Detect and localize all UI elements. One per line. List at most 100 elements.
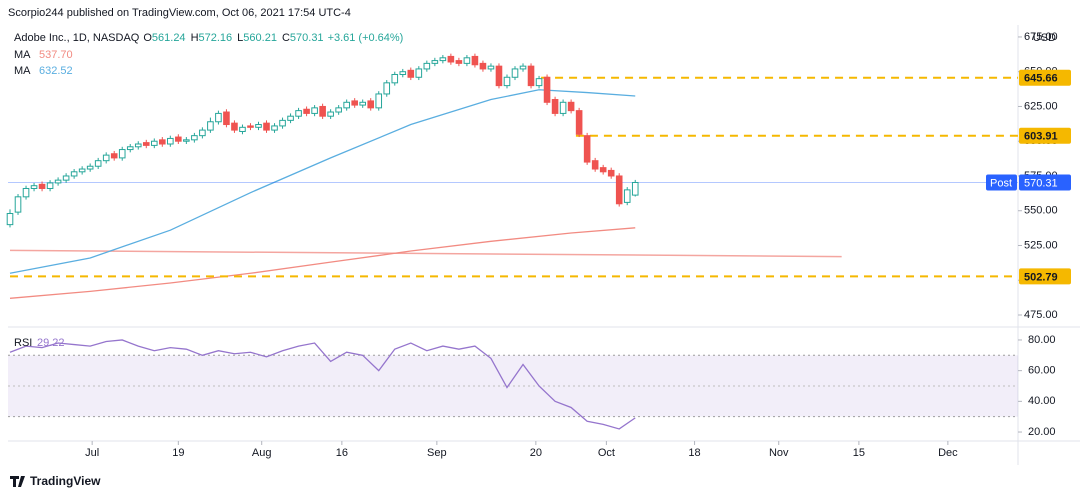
candle-body: [535, 78, 543, 87]
ohlc-label: H: [191, 32, 199, 44]
candle-body: [86, 165, 94, 170]
candle-body: [303, 108, 310, 114]
ohlc-label: L: [237, 32, 243, 44]
candle-body: [327, 111, 334, 117]
candle-body: [287, 115, 294, 121]
footer: TradingView: [30, 474, 101, 488]
candle-body: [215, 112, 222, 123]
candle-body: [191, 135, 198, 141]
ohlc-value: 570.31: [290, 32, 324, 44]
candle-body: [78, 168, 86, 173]
ohlc-value: 560.21: [243, 32, 277, 44]
x-tick-label: Oct: [598, 447, 615, 459]
x-tick-label: 20: [530, 447, 542, 459]
candle-body: [351, 100, 358, 106]
last-price-name-box: [986, 174, 1017, 191]
candle-body: [70, 171, 78, 177]
candle-body: [295, 110, 302, 117]
x-tick-label: 18: [688, 447, 700, 459]
candle-body: [46, 182, 54, 189]
rsi-line: [9, 339, 636, 430]
level-label-box: [1019, 268, 1071, 285]
candle-body: [38, 183, 46, 189]
candle-body: [455, 60, 463, 64]
moving-average: [9, 89, 636, 274]
change: +3.61: [328, 32, 356, 44]
rsi-tick-label: 60.00: [1028, 365, 1056, 377]
x-tick-label: 19: [172, 447, 184, 459]
change-pct: (+0.64%): [358, 32, 403, 44]
candle-body: [199, 129, 206, 137]
candle-body: [479, 62, 487, 70]
candle-body: [263, 122, 270, 131]
candle-body: [207, 121, 214, 131]
y-tick-label: 525.00: [1024, 239, 1058, 251]
candle-body: [102, 154, 110, 162]
level-label: 645.66: [1024, 73, 1058, 85]
candle-body: [439, 57, 447, 62]
candle-body: [423, 62, 431, 70]
x-tick-label: Aug: [252, 447, 272, 459]
level-label: 603.91: [1024, 131, 1058, 143]
candle-body: [511, 68, 519, 78]
candle-body: [471, 55, 479, 66]
y-tick-label: 675.00: [1024, 31, 1058, 43]
header: Scorpio244 published on TradingView.com,…: [8, 7, 351, 19]
ohlc-value: 561.24: [152, 32, 186, 44]
candle-body: [575, 110, 583, 135]
candle-body: [399, 71, 407, 75]
candle-body: [495, 65, 503, 87]
candle-body: [231, 122, 238, 131]
y-tick-label: 475.00: [1024, 309, 1058, 321]
tradingview-logo: [10, 476, 25, 487]
x-tick-label: Nov: [769, 447, 789, 459]
candle-body: [527, 65, 535, 87]
x-tick-label: Dec: [938, 447, 958, 459]
legend: Adobe Inc., 1D, NASDAQ O561.24 H572.16 L560…: [14, 32, 403, 44]
candle-body: [150, 140, 158, 146]
candle-body: [367, 100, 375, 109]
candle-body: [6, 213, 14, 226]
candle-body: [126, 146, 134, 151]
candle-body: [567, 101, 575, 112]
rsi-tick-label: 40.00: [1028, 395, 1056, 407]
ma-name: MA: [14, 49, 31, 61]
level-label-box: [1019, 127, 1071, 144]
candle-body: [503, 76, 511, 87]
x-tick-label: Jul: [85, 447, 99, 459]
candle-body: [62, 175, 70, 181]
candle-body: [343, 101, 350, 109]
candle-body: [22, 187, 30, 198]
candle-body: [383, 82, 391, 95]
moving-average: [9, 227, 636, 299]
last-price-box: [1019, 174, 1071, 191]
candle-body: [94, 160, 102, 167]
candle-body: [615, 175, 623, 205]
candle-body: [175, 136, 182, 142]
candle-body: [14, 196, 22, 213]
candle-body: [599, 167, 607, 173]
candle-body: [142, 142, 150, 146]
candle-body: [183, 139, 190, 142]
ohlc-label: C: [282, 32, 290, 44]
candle-body: [134, 143, 142, 148]
trend-line: [9, 249, 842, 258]
x-tick-label: 15: [853, 447, 865, 459]
last-price-label: 570.31: [1024, 177, 1058, 189]
candle-body: [118, 149, 126, 159]
ohlc-value: 572.16: [199, 32, 233, 44]
candle-body: [583, 135, 591, 163]
candle-body: [559, 101, 567, 114]
rsi-tick-label: 20.00: [1028, 426, 1056, 438]
rsi-tick-label: 80.00: [1028, 334, 1056, 346]
candle-body: [431, 60, 439, 64]
candle-body: [407, 69, 415, 78]
candle-body: [159, 139, 166, 145]
ma-value: 632.52: [39, 65, 73, 77]
candle-body: [311, 107, 318, 114]
candle-body: [487, 65, 495, 70]
candle-body: [247, 125, 254, 128]
legend-title: Adobe Inc., 1D, NASDAQ: [14, 32, 140, 44]
ohlc-label: O: [143, 32, 152, 44]
